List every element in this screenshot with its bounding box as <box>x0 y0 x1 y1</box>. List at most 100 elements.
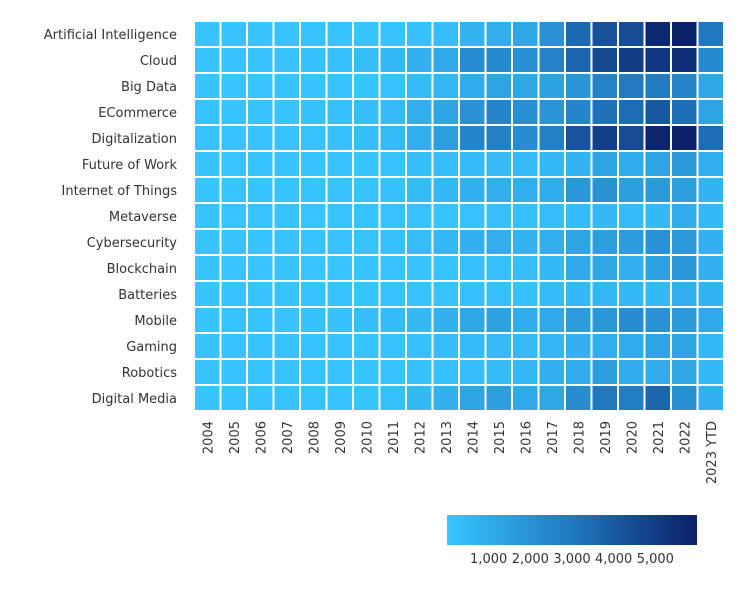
heatmap-cell <box>511 254 540 282</box>
heatmap-cell <box>219 98 248 126</box>
heatmap-cell <box>537 228 566 256</box>
heatmap-cell <box>246 46 275 74</box>
heatmap-cell <box>537 202 566 230</box>
heatmap-cell <box>458 228 487 256</box>
heatmap-cell <box>405 228 434 256</box>
heatmap-cell <box>537 358 566 386</box>
heatmap-cell <box>193 124 222 152</box>
heatmap-cell <box>484 150 513 178</box>
heatmap-cell <box>617 280 646 308</box>
heatmap-cell <box>670 358 699 386</box>
heatmap-cell <box>537 254 566 282</box>
heatmap-cell <box>193 228 222 256</box>
y-tick-label: Cybersecurity <box>87 236 178 251</box>
heatmap-cell <box>617 384 646 412</box>
heatmap-cell <box>246 124 275 152</box>
heatmap-cell <box>537 98 566 126</box>
heatmap-cell <box>511 150 540 178</box>
heatmap-cell <box>564 228 593 256</box>
heatmap-cell <box>378 124 407 152</box>
heatmap-cell <box>643 280 672 308</box>
heatmap-cell <box>484 306 513 334</box>
heatmap-cell <box>246 280 275 308</box>
heatmap-cell <box>405 98 434 126</box>
heatmap-cell <box>564 332 593 360</box>
heatmap-cell <box>299 228 328 256</box>
heatmap-cell <box>272 46 301 74</box>
heatmap-cell <box>696 46 725 74</box>
y-tick-label: Digitalization <box>92 132 177 147</box>
heatmap-cell <box>193 306 222 334</box>
heatmap-cell <box>564 20 593 48</box>
heatmap-cell <box>484 384 513 412</box>
heatmap-cell <box>696 202 725 230</box>
heatmap-cell <box>564 72 593 100</box>
heatmap-cell <box>458 384 487 412</box>
heatmap-cell <box>246 72 275 100</box>
heatmap-cell <box>193 46 222 74</box>
heatmap-cell <box>643 46 672 74</box>
heatmap-cell <box>272 254 301 282</box>
heatmap-cell <box>511 46 540 74</box>
y-tick-label: Mobile <box>134 314 177 329</box>
heatmap-cell <box>299 150 328 178</box>
colorbar-tick-label: 5,000 <box>637 552 674 567</box>
heatmap-cell <box>352 228 381 256</box>
heatmap-cell <box>696 98 725 126</box>
heatmap-cell <box>352 254 381 282</box>
heatmap-cell <box>272 358 301 386</box>
heatmap-cell <box>219 46 248 74</box>
heatmap-cell <box>643 20 672 48</box>
heatmap-cell <box>484 98 513 126</box>
x-tick-label: 2017 <box>546 421 561 454</box>
heatmap-cell <box>352 358 381 386</box>
heatmap-cell <box>325 20 354 48</box>
heatmap-cell <box>643 306 672 334</box>
heatmap-cell <box>458 306 487 334</box>
heatmap-cell <box>696 358 725 386</box>
heatmap-cell <box>670 72 699 100</box>
heatmap-cell <box>670 46 699 74</box>
heatmap-cell <box>193 384 222 412</box>
heatmap-cell <box>696 72 725 100</box>
heatmap-cell <box>378 20 407 48</box>
heatmap-cell <box>590 358 619 386</box>
heatmap-cell <box>193 150 222 178</box>
heatmap-cell <box>405 254 434 282</box>
heatmap-cell <box>458 150 487 178</box>
heatmap-cell <box>643 150 672 178</box>
heatmap-cell <box>299 72 328 100</box>
heatmap-cell <box>458 358 487 386</box>
x-tick-label: 2013 <box>440 421 455 454</box>
heatmap-cell <box>670 332 699 360</box>
heatmap-cell <box>299 46 328 74</box>
heatmap-cell <box>352 46 381 74</box>
heatmap-cell <box>246 384 275 412</box>
heatmap-cell <box>670 306 699 334</box>
heatmap-cell <box>484 72 513 100</box>
colorbar <box>447 515 697 545</box>
heatmap-cell <box>272 228 301 256</box>
heatmap-cell <box>590 254 619 282</box>
heatmap-cell <box>219 254 248 282</box>
heatmap-cell <box>590 72 619 100</box>
heatmap-cell <box>643 72 672 100</box>
heatmap-cell <box>643 332 672 360</box>
heatmap-cell <box>431 98 460 126</box>
heatmap-cell <box>431 384 460 412</box>
heatmap-cell <box>617 46 646 74</box>
heatmap-cell <box>617 20 646 48</box>
heatmap-cell <box>299 384 328 412</box>
heatmap-cell <box>484 280 513 308</box>
heatmap-cell <box>405 280 434 308</box>
heatmap-cell <box>564 124 593 152</box>
heatmap-cell <box>246 332 275 360</box>
x-tick-label: 2005 <box>228 421 243 454</box>
heatmap-cell <box>511 72 540 100</box>
heatmap-cell <box>405 358 434 386</box>
heatmap-cell <box>246 306 275 334</box>
heatmap-cell <box>325 150 354 178</box>
heatmap-cell <box>272 306 301 334</box>
heatmap-cells <box>193 20 725 412</box>
